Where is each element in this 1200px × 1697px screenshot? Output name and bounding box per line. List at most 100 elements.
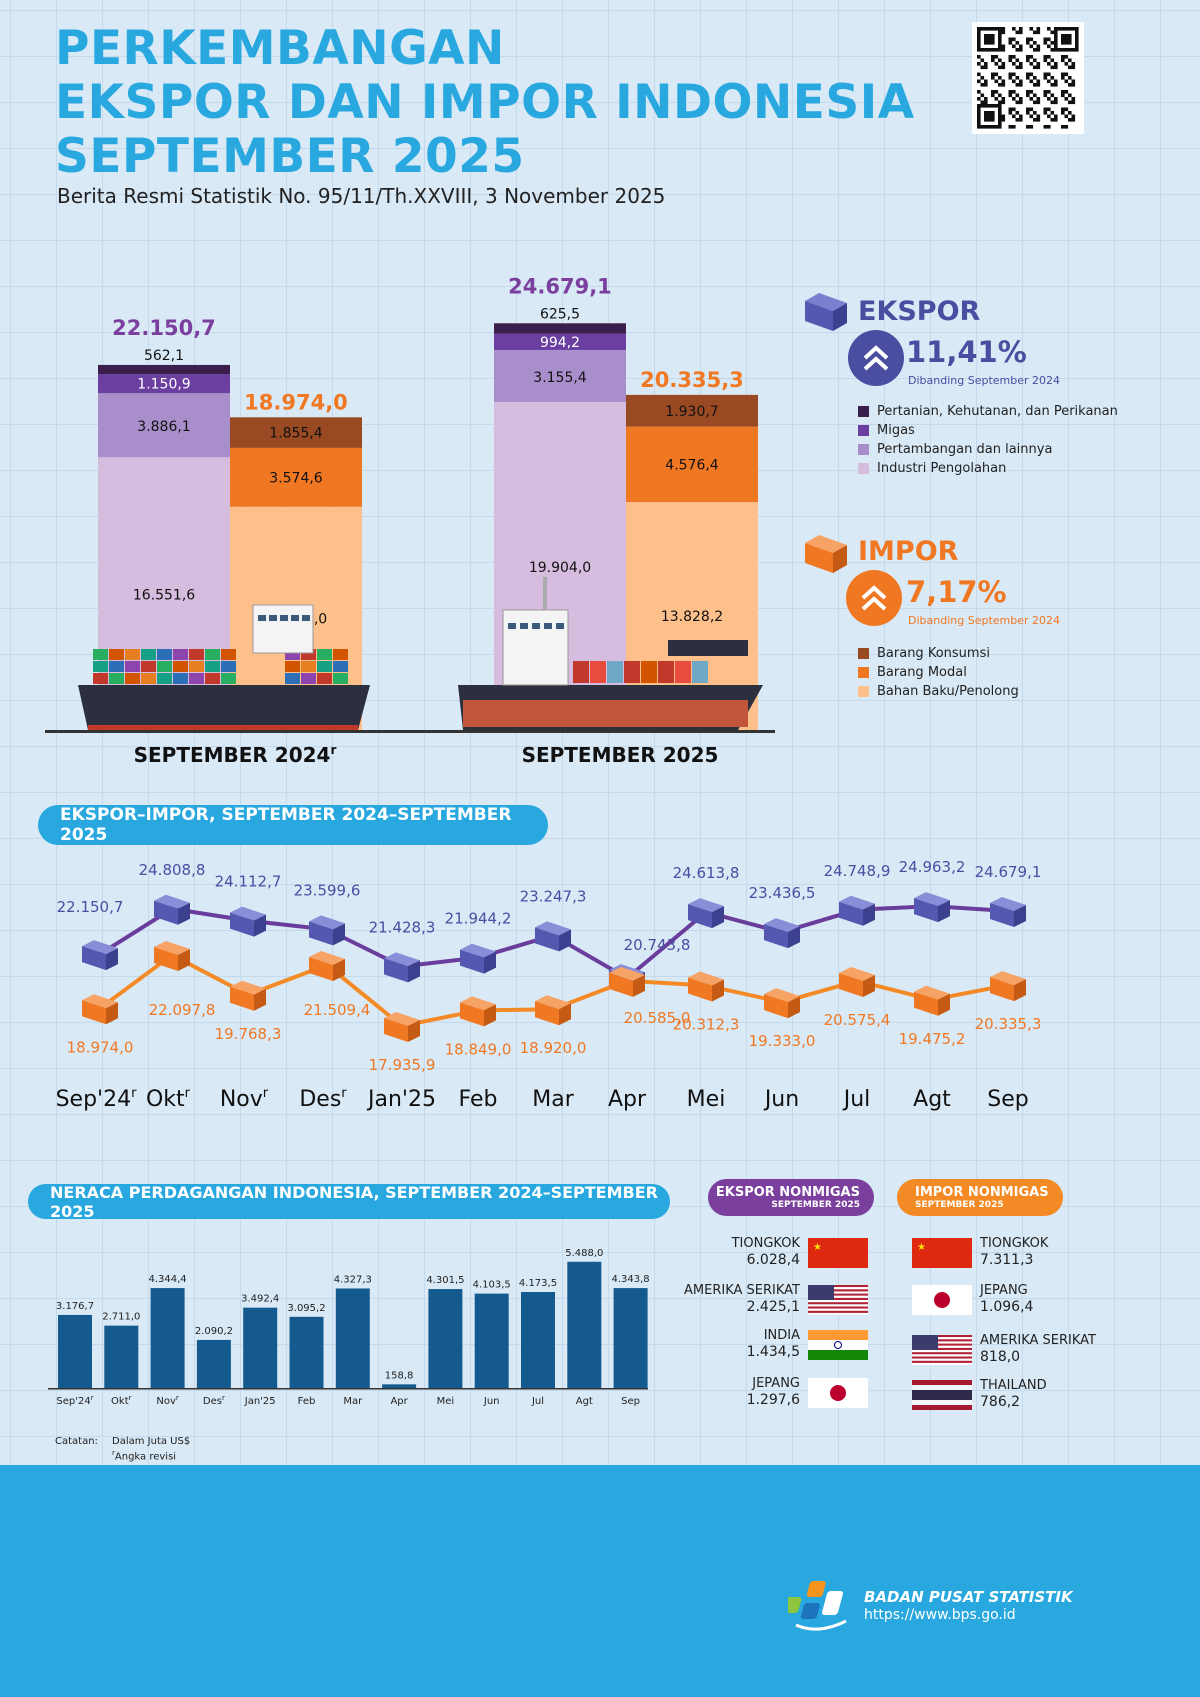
qr-module (1050, 48, 1055, 52)
balance-bar-label: 2.090,2 (195, 1326, 233, 1337)
qr-code[interactable] (972, 22, 1084, 134)
container-marker (460, 996, 496, 1027)
qr-module (1036, 65, 1041, 70)
qr-module (980, 76, 985, 80)
qr-module (1064, 79, 1069, 84)
charts-canvas: 16.551,63.886,11.150,9562,122.150,713.54… (45, 274, 1041, 1407)
ekspor-segment (98, 374, 230, 394)
ekspor-point-label: 24.808,8 (139, 861, 206, 879)
qr-module (1054, 48, 1058, 52)
qr-module (984, 65, 988, 70)
impor-point-label: 17.935,9 (369, 1056, 436, 1074)
qr-module (1036, 83, 1041, 87)
qr-module (998, 58, 1002, 63)
container-marker (154, 941, 190, 972)
qr-module (1029, 44, 1034, 49)
qr-module (1071, 48, 1076, 52)
container-marker (535, 995, 571, 1026)
qr-module (1012, 79, 1016, 84)
ekspor-label: EKSPOR (858, 296, 981, 327)
qr-module (977, 55, 981, 59)
ekspor-segment-label: 994,2 (540, 335, 580, 351)
qr-module (1047, 125, 1051, 129)
container-marker (990, 971, 1026, 1002)
partner-value: 1.434,5 (746, 1344, 800, 1360)
qr-code-icon (977, 27, 1079, 129)
bps-logo-icon (788, 1581, 847, 1631)
partner-item: AMERIKA SERIKAT 818,0 (980, 1333, 1096, 1365)
qr-module (994, 97, 999, 101)
qr-module (991, 125, 995, 129)
qr-module (1036, 114, 1041, 119)
qr-module (1036, 118, 1041, 122)
qr-module (1026, 107, 1030, 112)
month-label: Desr (299, 1086, 347, 1112)
qr-module (1071, 83, 1076, 87)
balance-month-label: Desr (203, 1394, 225, 1407)
legend-item: Pertambangan dan lainnya (858, 440, 1118, 459)
qr-module (1064, 34, 1069, 38)
impor-nonmigas-badge: IMPOR NONMIGAS SEPTEMBER 2025 (897, 1179, 1063, 1216)
badge-subtitle: SEPTEMBER 2025 (771, 1200, 860, 1210)
qr-module (977, 111, 981, 115)
qr-module (1015, 41, 1020, 45)
qr-module (1061, 93, 1065, 98)
container-marker (839, 966, 875, 997)
qr-module (977, 97, 981, 101)
legend-item: Pertanian, Kehutanan, dan Perikanan (858, 402, 1118, 421)
balance-bar (428, 1289, 463, 1388)
qr-module (991, 27, 995, 31)
qr-module (998, 48, 1002, 52)
ekspor-total-label: 24.679,1 (508, 274, 612, 298)
month-label: Sep'24r (56, 1086, 138, 1112)
qr-module (1068, 48, 1072, 52)
balance-month-label: Jan'25 (244, 1396, 276, 1407)
partner-item: INDIA 1.434,5 (747, 1328, 800, 1360)
footer-url[interactable]: https://www.bps.go.id (864, 1607, 1016, 1623)
qr-module (1008, 90, 1013, 94)
impor-point-label: 20.312,3 (673, 1015, 740, 1033)
container-marker (460, 943, 496, 974)
qr-module (980, 93, 985, 98)
ekspor-segment-label: 562,1 (144, 348, 184, 364)
title-line: PERKEMBANGAN (55, 21, 505, 76)
qr-module (1043, 58, 1048, 63)
ekspor-segment-label: 16.551,6 (133, 588, 195, 604)
qr-module (1026, 58, 1030, 63)
qr-module (1036, 48, 1041, 52)
qr-module (991, 41, 995, 45)
qr-module (991, 114, 995, 119)
impor-point-label: 20.575,4 (824, 1011, 891, 1029)
qr-module (1047, 79, 1051, 84)
qr-module (1043, 125, 1048, 129)
qr-module (1012, 55, 1016, 59)
flag-cn-icon: ★ (808, 1238, 868, 1268)
qr-module (1019, 30, 1023, 35)
qr-module (1015, 93, 1020, 98)
qr-module (998, 118, 1002, 122)
badge-title: IMPOR NONMIGAS (915, 1185, 1049, 1200)
qr-module (1075, 34, 1079, 38)
ekspor-segment (98, 457, 230, 730)
qr-module (1075, 27, 1079, 31)
qr-module (1012, 27, 1016, 31)
qr-module (1001, 44, 1006, 49)
month-label: Oktr (146, 1086, 191, 1112)
qr-module (1001, 62, 1006, 66)
qr-module (977, 27, 981, 31)
ekspor-legend: Pertanian, Kehutanan, dan Perikanan Migas… (858, 402, 1118, 478)
qr-module (1068, 37, 1072, 42)
impor-up-icon (846, 570, 902, 626)
container-marker (384, 952, 420, 983)
ekspor-up-icon (848, 330, 904, 386)
flag-us-icon (808, 1285, 868, 1316)
qr-module (1033, 41, 1037, 45)
badge-subtitle: SEPTEMBER 2025 (915, 1200, 1004, 1210)
ekspor-segment (494, 323, 626, 334)
qr-module (1008, 76, 1013, 80)
qr-module (1061, 55, 1065, 59)
qr-module (1075, 48, 1079, 52)
qr-module (1054, 34, 1058, 38)
qr-module (1015, 65, 1020, 70)
qr-module (1064, 125, 1069, 129)
